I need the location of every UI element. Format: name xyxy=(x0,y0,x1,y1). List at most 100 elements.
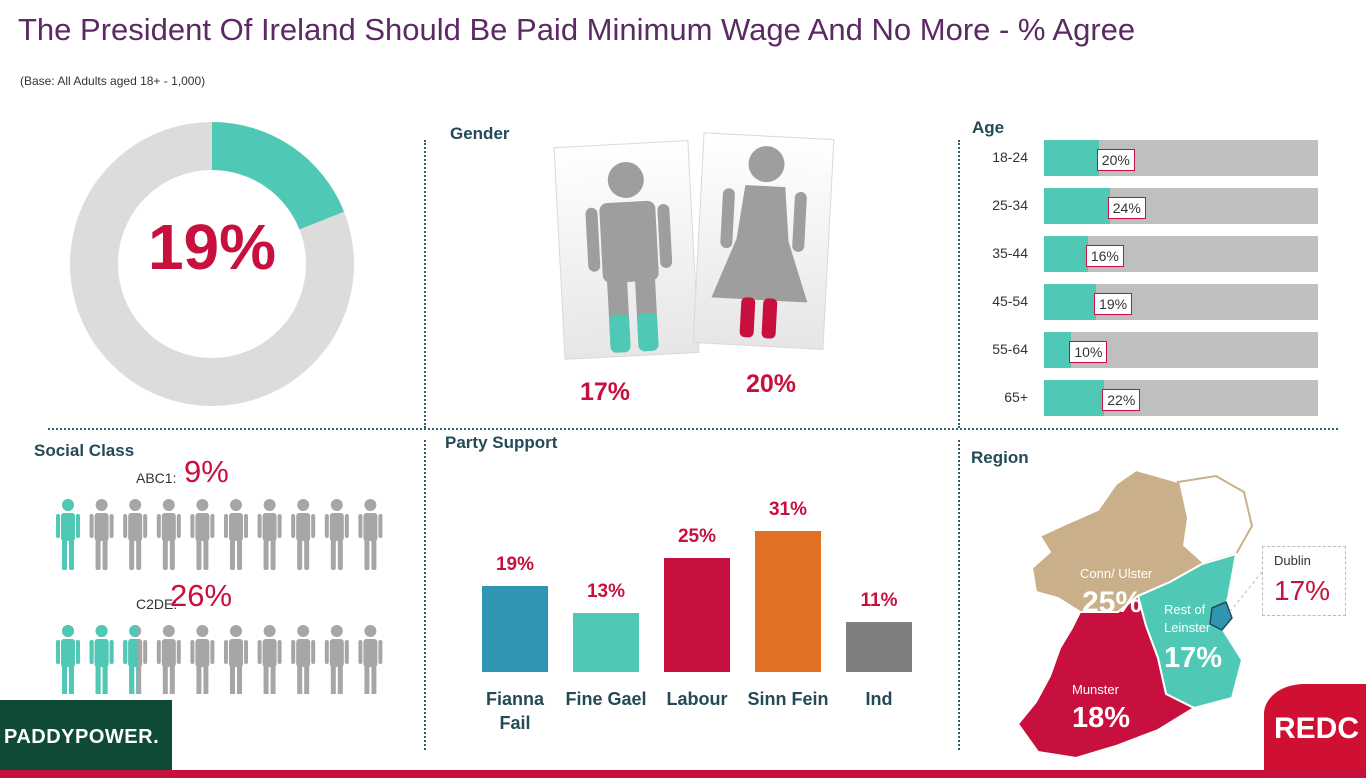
gender-figures xyxy=(553,132,835,360)
party-value-label: 11% xyxy=(860,589,898,611)
munster-name: Munster xyxy=(1072,682,1119,697)
age-row: 35-44 16% xyxy=(970,236,1330,272)
person-icon xyxy=(190,499,215,570)
map-dublin xyxy=(1209,601,1233,631)
dublin-value: 17% xyxy=(1274,575,1331,606)
redc-logo-text: REDC xyxy=(1274,712,1360,745)
party-value-label: 13% xyxy=(586,580,626,602)
divider-vertical-2 xyxy=(958,140,960,428)
party-category-label: Labour xyxy=(666,689,728,709)
person-icon xyxy=(257,625,282,694)
age-band-label: 35-44 xyxy=(992,245,1028,261)
leinster-value: 17% xyxy=(1164,642,1223,674)
map-northern-ireland xyxy=(1176,474,1254,566)
age-band-label: 65+ xyxy=(1004,389,1028,405)
footer-bar xyxy=(0,770,1366,778)
base-note: (Base: All Adults aged 18+ - 1,000) xyxy=(20,74,206,88)
page-title: The President Of Ireland Should Be Paid … xyxy=(18,12,1136,47)
party-category-label: Fianna Fail xyxy=(485,689,544,733)
party-category-label: Sinn Fein xyxy=(747,689,829,709)
person-icon xyxy=(89,499,114,570)
divider-vertical-1 xyxy=(424,140,426,428)
age-bar-fill xyxy=(1044,140,1099,176)
munster-value: 18% xyxy=(1072,702,1131,734)
person-icon xyxy=(89,625,114,694)
male-figure-icon xyxy=(585,161,673,353)
conn-ulster-name: Conn/ Ulster xyxy=(1080,566,1153,581)
age-bar-track: 24% xyxy=(1044,188,1318,224)
age-band-label: 55-64 xyxy=(992,341,1028,357)
overall-value: 19% xyxy=(147,211,277,283)
map-munster xyxy=(1016,594,1197,760)
age-value-label: 24% xyxy=(1107,197,1146,219)
leinster-name-1: Rest of xyxy=(1164,602,1206,617)
age-row: 18-24 20% xyxy=(970,140,1330,176)
overall-donut-chart xyxy=(70,122,354,406)
age-bar-fill xyxy=(1044,332,1072,368)
age-bar-track: 22% xyxy=(1044,380,1318,416)
social-class-people xyxy=(56,499,383,694)
gender-female-value: 20% xyxy=(746,370,797,398)
dublin-callout: Dublin 17% xyxy=(1262,546,1346,616)
age-band-label: 25-34 xyxy=(992,197,1028,213)
ireland-map xyxy=(1016,468,1254,760)
c2de-value: 26% xyxy=(170,578,233,613)
person-icon xyxy=(56,499,80,570)
age-row: 65+ 22% xyxy=(970,380,1330,416)
person-icon xyxy=(156,625,181,694)
age-title: Age xyxy=(972,118,1005,137)
age-bar-track: 10% xyxy=(1044,332,1318,368)
paddypower-logo-text: PADDYPOWER. xyxy=(4,726,160,748)
party-category-label: Ind xyxy=(865,689,893,709)
person-icon xyxy=(324,625,349,694)
redc-logo: REDC xyxy=(1264,684,1366,770)
person-icon xyxy=(324,499,349,570)
party-value-label: 19% xyxy=(495,553,535,575)
person-icon xyxy=(156,499,181,570)
male-card xyxy=(553,140,700,360)
conn-ulster-value: 25% xyxy=(1082,586,1143,619)
party-value-label: 25% xyxy=(677,526,717,548)
age-value-label: 10% xyxy=(1069,341,1108,363)
age-value-label: 16% xyxy=(1085,245,1124,267)
party-bar xyxy=(846,621,912,672)
age-value-label: 20% xyxy=(1096,149,1135,171)
age-row: 45-54 19% xyxy=(970,284,1330,320)
age-row: 25-34 24% xyxy=(970,188,1330,224)
divider-vertical-3 xyxy=(424,440,426,750)
party-bar xyxy=(573,612,639,672)
paddypower-logo: PADDYPOWER. xyxy=(0,700,172,770)
person-icon xyxy=(190,625,215,694)
dublin-name: Dublin xyxy=(1274,553,1311,568)
party-category-label: Fine Gael xyxy=(565,689,647,709)
party-bar xyxy=(664,558,730,672)
age-row: 55-64 10% xyxy=(970,332,1330,368)
gender-male-value: 17% xyxy=(580,378,631,406)
person-icon xyxy=(123,499,148,570)
age-bar-fill xyxy=(1044,284,1097,320)
person-icon xyxy=(291,499,316,570)
age-bar-fill xyxy=(1044,188,1110,224)
dublin-callout-connector xyxy=(1227,571,1263,615)
person-icon xyxy=(257,499,282,570)
abc1-label: ABC1: xyxy=(136,470,177,486)
person-icon xyxy=(123,625,148,694)
party-bar xyxy=(482,585,548,672)
age-band-label: 45-54 xyxy=(992,293,1028,309)
age-value-label: 22% xyxy=(1102,389,1141,411)
divider-vertical-4 xyxy=(958,440,960,750)
person-icon xyxy=(358,499,383,570)
abc1-value: 9% xyxy=(184,454,229,489)
age-bar-fill xyxy=(1044,236,1088,272)
female-figure-icon xyxy=(711,146,808,339)
social-class-title: Social Class xyxy=(34,441,135,460)
divider-horizontal xyxy=(48,428,1338,430)
party-support-title: Party Support xyxy=(445,433,558,452)
region-title: Region xyxy=(971,448,1029,467)
person-icon xyxy=(291,625,316,694)
gender-title: Gender xyxy=(450,124,510,143)
party-bar xyxy=(755,530,821,672)
c2de-label: C2DE: xyxy=(136,596,178,612)
age-bar-track: 16% xyxy=(1044,236,1318,272)
age-band-label: 18-24 xyxy=(992,149,1028,165)
